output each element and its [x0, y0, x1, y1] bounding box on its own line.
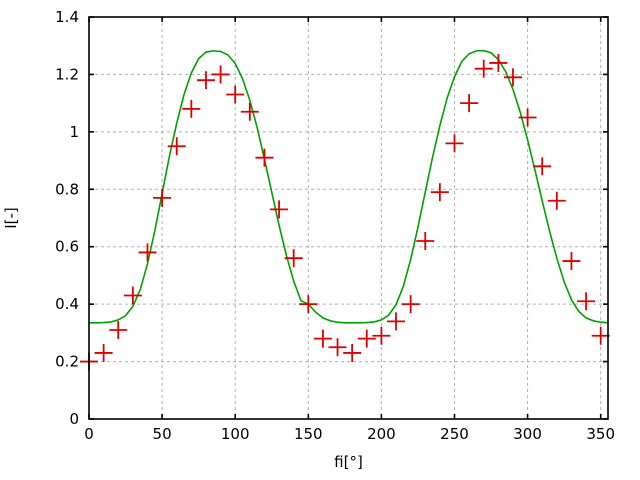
y-tick-label: 0.8: [55, 180, 79, 198]
data-point-marker: [460, 94, 479, 113]
grid-lines: [89, 17, 608, 419]
y-tick-label: 0: [69, 410, 79, 428]
y-axis-tick-labels: 0 0.2 0.4 0.6 0.8 1 1.2 1.4: [55, 8, 79, 428]
x-tick-label: 0: [84, 425, 94, 443]
x-axis-title: fi[°]: [334, 453, 363, 471]
x-tick-label: 300: [513, 425, 542, 443]
data-point-marker: [489, 53, 508, 72]
y-tick-label: 1.2: [55, 65, 79, 83]
data-point-marker: [182, 99, 201, 118]
data-point-marker: [430, 183, 449, 202]
data-point-marker: [109, 320, 128, 339]
data-point-marker: [503, 68, 522, 87]
x-tick-label: 150: [294, 425, 323, 443]
data-point-marker: [562, 252, 581, 271]
data-point-marker: [591, 326, 610, 345]
data-point-marker: [211, 65, 230, 84]
data-point-marker: [240, 102, 259, 121]
x-tick-label: 250: [440, 425, 469, 443]
y-tick-label: 0.4: [55, 295, 79, 313]
x-tick-label: 50: [153, 425, 172, 443]
data-point-marker: [196, 71, 215, 90]
data-point-marker: [313, 329, 332, 348]
data-point-marker: [474, 59, 493, 78]
data-point-marker: [153, 188, 172, 207]
data-point-marker: [167, 137, 186, 156]
y-tick-label: 0.2: [55, 353, 79, 371]
data-point-marker: [299, 295, 318, 314]
x-tick-label: 350: [586, 425, 615, 443]
x-axis-tick-labels: 0 50 100 150 200 250 300 350: [84, 425, 615, 443]
data-point-marker: [357, 329, 376, 348]
data-point-marker: [401, 295, 420, 314]
data-point-marker: [577, 292, 596, 311]
data-point-marker: [372, 326, 391, 345]
data-point-marker: [518, 108, 537, 127]
data-point-marker: [416, 231, 435, 250]
data-point-marker: [547, 191, 566, 210]
data-point-marker: [226, 85, 245, 104]
y-tick-label: 0.6: [55, 238, 79, 256]
x-tick-label: 100: [221, 425, 250, 443]
data-point-marker: [445, 134, 464, 153]
data-point-marker: [138, 243, 157, 262]
y-tick-label: 1.4: [55, 8, 79, 26]
data-point-marker: [255, 148, 274, 167]
data-point-marker: [343, 343, 362, 362]
data-point-marker: [328, 338, 347, 357]
data-point-marker: [123, 286, 142, 305]
data-point-marker: [284, 249, 303, 268]
y-tick-label: 1: [69, 123, 79, 141]
data-point-marker: [533, 157, 552, 176]
data-point-marker: [270, 200, 289, 219]
data-point-marker: [94, 343, 113, 362]
plot-frame: [88, 16, 609, 420]
y-axis-title: I[-]: [2, 207, 20, 229]
x-tick-label: 200: [367, 425, 396, 443]
data-point-marker: [387, 312, 406, 331]
